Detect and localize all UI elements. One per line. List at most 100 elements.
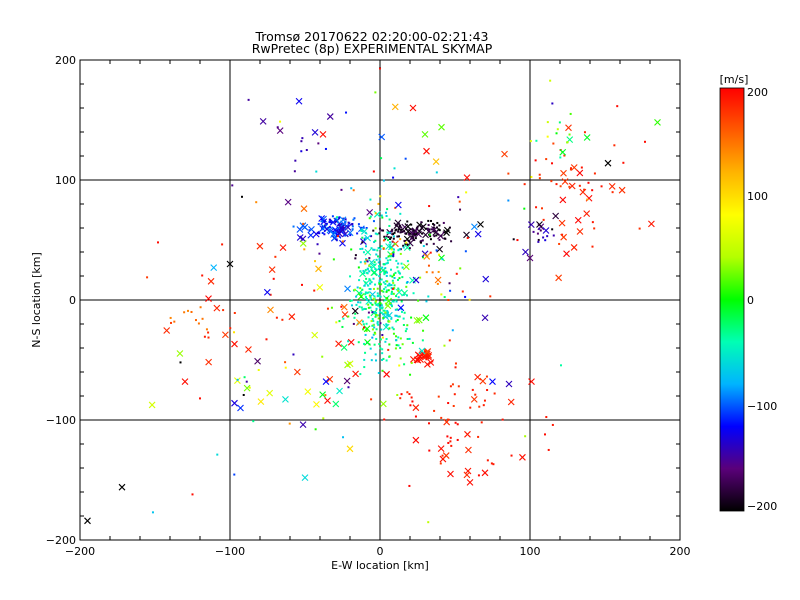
data-point-dot <box>545 416 548 419</box>
data-point-dot <box>377 303 380 306</box>
data-point-dot <box>233 311 236 314</box>
data-point-dot <box>331 215 334 218</box>
data-point-dot <box>363 307 366 310</box>
data-point-dot <box>401 276 404 279</box>
data-point-dot <box>233 331 236 334</box>
data-point-dot <box>425 358 428 361</box>
data-point-dot <box>382 309 385 312</box>
data-point-dot <box>392 235 395 238</box>
data-point-dot <box>335 321 338 324</box>
data-point-dot <box>397 230 400 233</box>
data-point-dot <box>374 315 377 318</box>
data-point-dot <box>365 227 368 230</box>
data-point-dot <box>367 291 370 294</box>
data-point-dot <box>367 311 370 314</box>
data-point-dot <box>428 205 431 208</box>
colorbar-gradient <box>719 87 745 512</box>
data-point-dot <box>363 358 366 361</box>
data-point-x <box>352 370 359 378</box>
data-point-dot <box>332 258 335 261</box>
data-point-dot <box>403 311 406 314</box>
data-point-dot <box>450 444 453 447</box>
data-point-dot <box>399 231 402 234</box>
data-point-x <box>393 222 401 230</box>
data-point-x <box>256 242 264 250</box>
data-point-dot <box>432 222 435 225</box>
data-point-x <box>263 288 271 296</box>
data-point-dot <box>432 226 435 229</box>
data-point-dot <box>371 317 374 320</box>
data-point-dot <box>549 79 552 82</box>
data-point-x <box>363 325 371 333</box>
data-point-dot <box>442 221 445 224</box>
data-point-dot <box>427 224 430 227</box>
data-point-dot <box>364 307 367 310</box>
data-point-dot <box>363 238 366 241</box>
data-point-dot <box>412 229 415 232</box>
data-point-dot <box>207 331 210 334</box>
data-point-dot <box>392 237 395 240</box>
data-point-dot <box>348 222 351 225</box>
data-point-dot <box>537 238 540 241</box>
data-point-x <box>370 269 378 277</box>
data-point-dot <box>364 237 367 240</box>
data-point-x <box>463 174 471 181</box>
data-point-dot <box>390 292 393 295</box>
data-point-x <box>574 216 582 224</box>
data-point-dot <box>384 286 387 289</box>
data-point-x <box>324 397 331 404</box>
data-point-dot <box>371 336 374 339</box>
data-point-dot <box>396 278 399 281</box>
data-point-dot <box>362 326 365 329</box>
data-point-dot <box>486 459 489 462</box>
data-point-dot <box>236 378 239 381</box>
data-point-dot <box>222 309 225 312</box>
data-point-x <box>205 295 212 303</box>
data-point-dot <box>427 264 430 267</box>
data-point-dot <box>591 245 594 248</box>
data-point-dot <box>364 351 367 354</box>
data-point-dot <box>438 238 441 241</box>
data-point-dot <box>374 332 377 335</box>
data-point-dot <box>329 226 332 229</box>
data-point-x <box>268 266 276 274</box>
data-point-dot <box>284 366 287 369</box>
data-point-dot <box>492 463 495 466</box>
data-point-dot <box>408 247 411 250</box>
data-point-dot <box>336 216 339 219</box>
data-point-dot <box>419 276 422 279</box>
data-point-dot <box>381 352 384 355</box>
data-point-dot <box>357 341 360 344</box>
data-point-dot <box>399 238 402 241</box>
data-point-x <box>301 474 309 481</box>
data-point-dot <box>367 316 370 319</box>
data-point-dot <box>364 293 367 296</box>
data-point-dot <box>383 288 386 291</box>
data-point-dot <box>389 247 392 250</box>
data-point-x <box>296 226 304 233</box>
data-point-dot <box>367 303 370 306</box>
data-point-dot <box>453 393 456 396</box>
data-point-dot <box>449 440 452 443</box>
data-point-dot <box>435 226 438 229</box>
data-point-dot <box>459 208 462 211</box>
data-point-dot <box>205 328 208 331</box>
data-point-dot <box>611 191 614 194</box>
data-point-dot <box>369 282 372 285</box>
data-point-dot <box>516 239 519 242</box>
data-point-dot <box>455 272 458 275</box>
data-point-x <box>648 220 655 228</box>
data-point-dot <box>373 326 376 329</box>
data-point-x <box>364 248 372 256</box>
data-point-x <box>464 430 471 438</box>
data-point-dot <box>186 309 189 312</box>
data-point-dot <box>405 285 408 288</box>
data-point-dot <box>337 221 340 224</box>
data-point-dot <box>551 162 554 165</box>
data-point-x <box>412 404 420 412</box>
colorbar-label: [m/s] <box>720 73 749 86</box>
data-point-dot <box>480 421 483 424</box>
data-point-dot <box>377 304 380 307</box>
data-point-dot <box>342 317 345 320</box>
y-tick-label: −200 <box>46 534 76 547</box>
